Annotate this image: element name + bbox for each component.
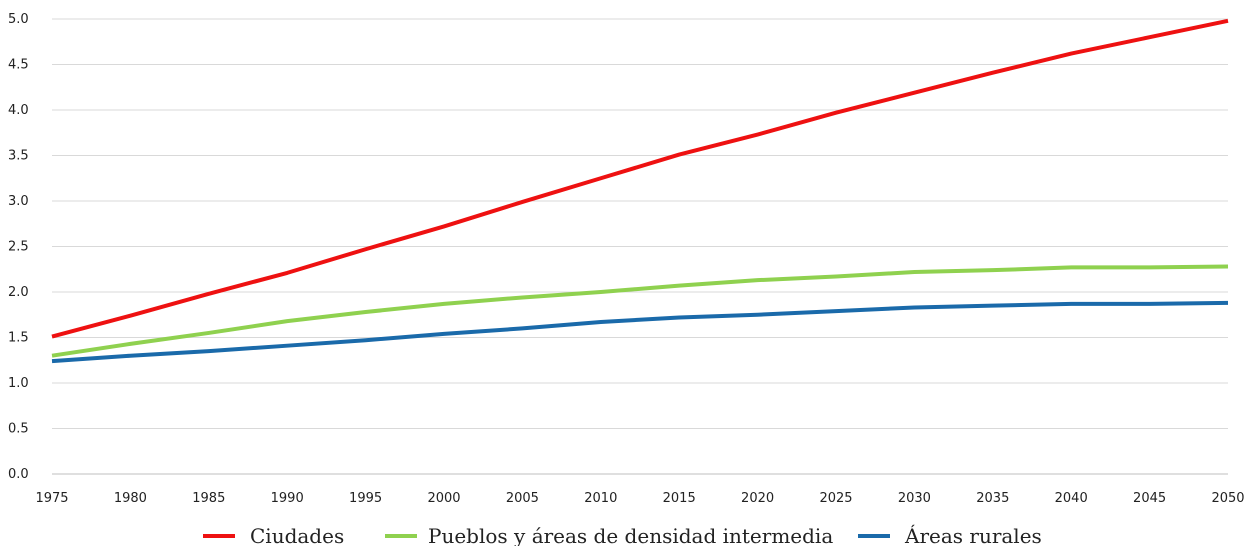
x-tick-label: 2010: [584, 491, 617, 506]
x-tick-label: 2040: [1055, 491, 1088, 506]
y-axis-ticks: 0.0 0.5 1.0 1.5 2.0 2.5 3.0 3.5 4.0 4.5 5.0: [8, 12, 29, 482]
x-tick-label: 2050: [1211, 491, 1244, 506]
gridlines: [52, 18, 1228, 475]
x-tick-label: 2035: [976, 491, 1009, 506]
x-tick-label: 1990: [271, 491, 304, 506]
series-line-2: [51, 300, 1229, 364]
x-tick-label: 2000: [427, 491, 460, 506]
y-tick-label: 0.5: [8, 422, 29, 437]
legend: Ciudades Pueblos y áreas de densidad inte…: [203, 524, 1042, 546]
y-tick-label: 3.0: [8, 194, 29, 209]
legend-label: Áreas rurales: [904, 524, 1042, 546]
x-tick-label: 2020: [741, 491, 774, 506]
series-lines: [51, 18, 1229, 364]
y-tick-label: 3.5: [8, 149, 29, 164]
x-axis-ticks: 1975 1980 1985 1990 1995 2000 2005 2010 2015 2020…: [35, 491, 1244, 506]
y-tick-label: 2.5: [8, 240, 29, 255]
y-tick-label: 0.0: [8, 467, 29, 482]
x-tick-label: 1985: [192, 491, 225, 506]
series-line-1: [51, 264, 1229, 358]
legend-label: Ciudades: [250, 524, 344, 546]
x-tick-label: 2025: [819, 491, 852, 506]
x-tick-label: 2045: [1133, 491, 1166, 506]
y-tick-label: 2.0: [8, 285, 29, 300]
y-tick-label: 1.5: [8, 331, 29, 346]
y-tick-label: 1.0: [8, 376, 29, 391]
x-tick-label: 1975: [35, 491, 68, 506]
series-line-0: [51, 18, 1229, 339]
legend-label: Pueblos y áreas de densidad intermedia: [428, 524, 833, 546]
x-tick-label: 2005: [506, 491, 539, 506]
x-tick-label: 2030: [898, 491, 931, 506]
y-tick-label: 4.5: [8, 58, 29, 73]
x-tick-label: 2015: [663, 491, 696, 506]
y-tick-label: 4.0: [8, 103, 29, 118]
x-tick-label: 1980: [114, 491, 147, 506]
y-tick-label: 5.0: [8, 12, 29, 27]
x-tick-label: 1995: [349, 491, 382, 506]
